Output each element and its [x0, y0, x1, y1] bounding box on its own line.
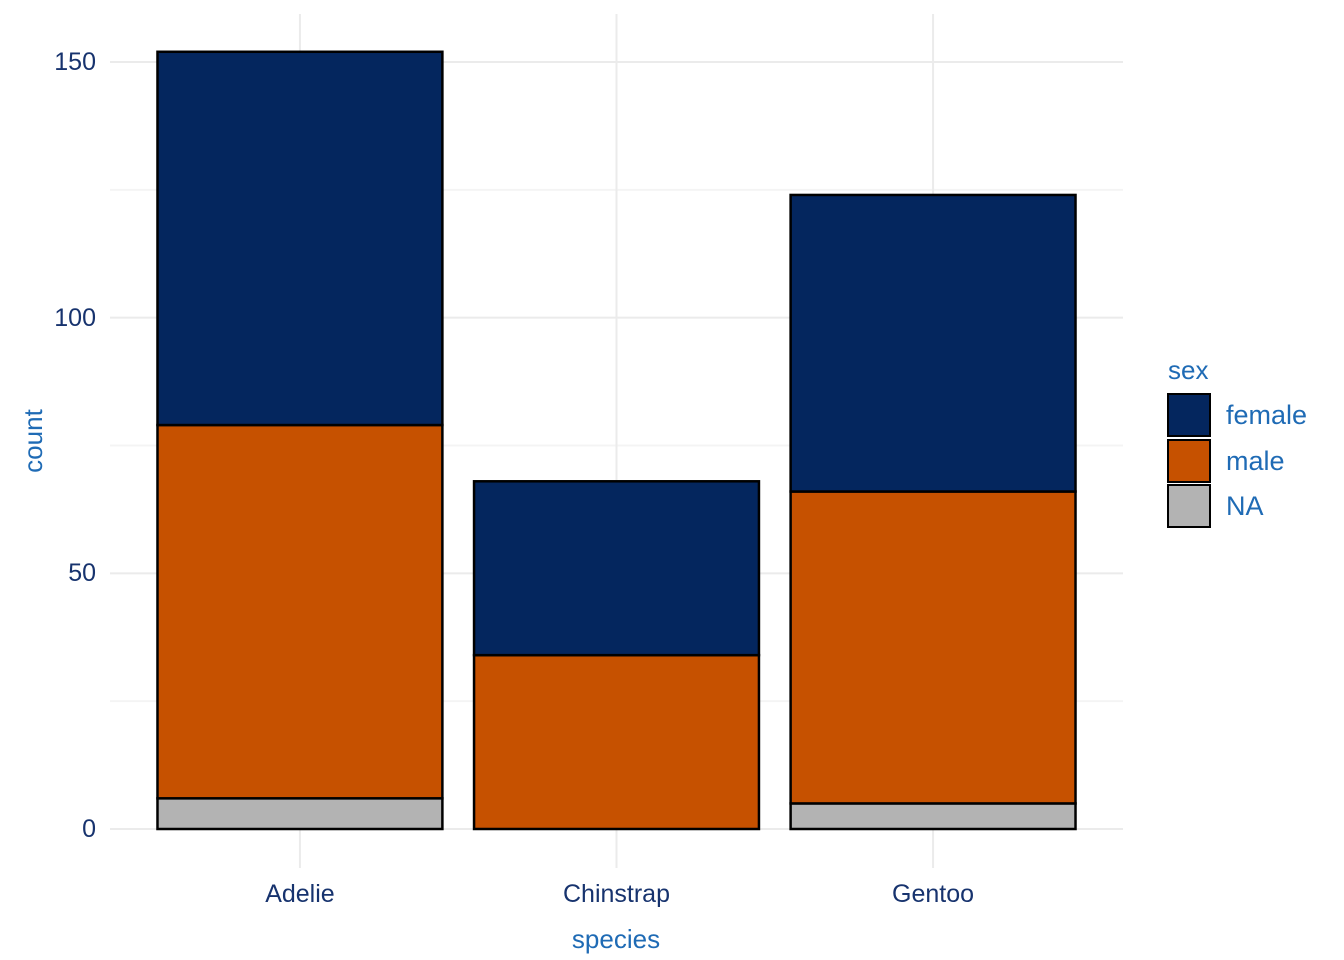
bar-segment-Adelie-male: [156, 423, 444, 800]
legend-label-NA: NA: [1226, 491, 1264, 521]
x-tick-label-Adelie: Adelie: [265, 880, 335, 908]
bar-segment-Chinstrap-female: [472, 480, 761, 657]
legend-label-female: female: [1226, 400, 1308, 430]
y-tick-label-100: 100: [54, 303, 96, 332]
bar-segment-Chinstrap-male: [472, 653, 761, 831]
legend-label-male: male: [1226, 445, 1285, 476]
legend-title: sex: [1168, 355, 1209, 385]
legend-item-NA: NA: [1167, 484, 1307, 528]
legend: sex female male NA: [1167, 355, 1307, 530]
bar-segment-Adelie-NA: [156, 797, 444, 831]
legend-key-swatch-female: [1167, 393, 1211, 437]
legend-key-swatch-NA: [1167, 484, 1211, 528]
bar-segment-Gentoo-male: [789, 490, 1077, 805]
legend-item-male: male: [1167, 438, 1307, 483]
bar-segment-Gentoo-female: [789, 193, 1077, 493]
y-tick-label-150: 150: [54, 48, 96, 76]
x-tick-label-Chinstrap: Chinstrap: [563, 880, 670, 908]
legend-items: female male NA: [1167, 393, 1307, 528]
y-tick-label-0: 0: [82, 815, 96, 843]
x-axis-title: species: [571, 924, 661, 954]
bar-segment-Gentoo-NA: [789, 802, 1077, 831]
x-tick-label-Gentoo: Gentoo: [892, 880, 975, 908]
legend-item-female: female: [1167, 393, 1307, 437]
bar-segment-Adelie-female: [156, 50, 444, 427]
legend-key-swatch-male: [1167, 438, 1211, 483]
y-tick-label-50: 50: [68, 559, 96, 588]
y-axis-title: count: [18, 409, 48, 473]
